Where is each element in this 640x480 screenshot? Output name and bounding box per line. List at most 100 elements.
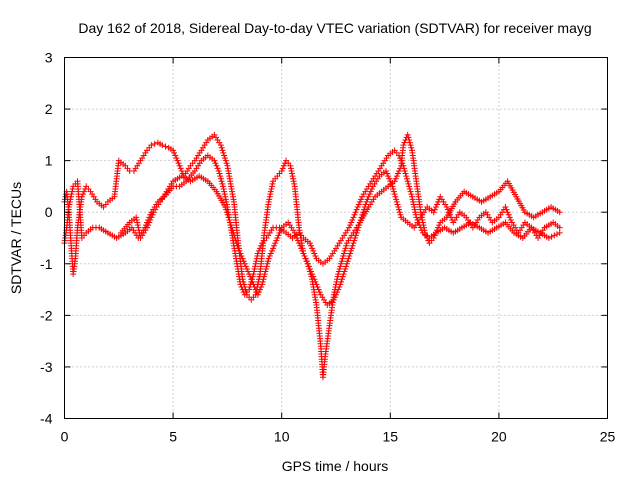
data-point (239, 255, 246, 262)
data-point (435, 198, 442, 205)
data-point (228, 224, 235, 231)
data-point (229, 227, 236, 234)
data-point (266, 196, 273, 203)
x-tick-label: 5 (169, 429, 177, 445)
data-point (271, 242, 278, 249)
data-point (503, 206, 510, 213)
data-point (331, 294, 338, 301)
data-point (217, 175, 224, 182)
data-point (337, 281, 344, 288)
data-point (348, 219, 355, 226)
data-point (345, 255, 352, 262)
data-point (400, 142, 407, 149)
data-point (338, 260, 345, 267)
data-point (556, 229, 563, 236)
data-point (406, 137, 413, 144)
data-point (388, 180, 395, 187)
data-point (334, 289, 341, 296)
data-point (343, 242, 350, 249)
data-point (349, 216, 356, 223)
data-point (223, 160, 230, 167)
y-tick-label: -4 (40, 411, 53, 427)
data-point (506, 214, 513, 221)
data-point (238, 283, 245, 290)
axis-ticks: 0 5 10 15 20 25 -4 -3 -2 -1 0 1 2 3 (40, 50, 615, 445)
data-point (232, 235, 239, 241)
data-point (151, 140, 158, 147)
data-point (175, 160, 182, 167)
data-point (301, 253, 308, 260)
data-point (254, 253, 261, 260)
data-point (340, 250, 347, 257)
data-point (353, 229, 360, 236)
data-point (227, 222, 234, 229)
data-point (407, 188, 414, 195)
data-point (291, 180, 298, 187)
data-point (133, 216, 140, 223)
data-point (545, 235, 552, 241)
data-point (268, 186, 275, 193)
data-point (361, 204, 368, 211)
data-point (401, 165, 408, 172)
data-point (178, 167, 185, 174)
data-point (223, 209, 230, 216)
data-point (368, 186, 375, 193)
data-point (287, 165, 294, 172)
data-point (389, 183, 396, 190)
data-point (255, 289, 262, 296)
data-point (220, 183, 227, 190)
data-point (266, 253, 273, 260)
data-point (395, 167, 402, 174)
data-point (356, 219, 363, 226)
data-point (431, 206, 438, 213)
data-point (218, 144, 225, 151)
data-point (288, 167, 295, 174)
data-point (405, 180, 412, 187)
data-point (256, 286, 263, 293)
data-point (407, 142, 414, 149)
data-point (337, 263, 344, 270)
data-point (395, 206, 402, 213)
data-point (243, 265, 250, 272)
data-point (276, 229, 283, 236)
data-point (358, 214, 365, 221)
data-point (410, 198, 417, 205)
data-point (68, 191, 75, 198)
data-point (259, 278, 266, 285)
data-point (400, 162, 407, 169)
data-point (255, 247, 262, 254)
data-point (146, 219, 153, 226)
data-point (430, 209, 437, 216)
data-point (135, 224, 142, 231)
data-point (556, 209, 563, 216)
data-point (336, 283, 343, 290)
data-point (339, 273, 346, 280)
data-point (436, 222, 443, 229)
data-point (352, 209, 359, 216)
data-point (289, 173, 296, 180)
data-point (338, 276, 345, 283)
data-point (418, 227, 425, 234)
data-point (278, 167, 285, 174)
data-point (411, 206, 418, 213)
data-point (335, 268, 342, 275)
x-tick-label: 10 (274, 429, 290, 445)
data-point (280, 162, 287, 169)
data-point (302, 255, 309, 262)
data-point (222, 193, 229, 200)
data-point (423, 232, 430, 239)
data-point (297, 242, 304, 249)
data-point (313, 281, 320, 288)
data-point (406, 186, 413, 193)
data-point (340, 253, 347, 260)
data-point (261, 271, 268, 278)
y-tick-label: 1 (45, 153, 53, 169)
data-point (260, 276, 267, 283)
data-point (347, 247, 354, 254)
data-point (290, 175, 297, 182)
data-point (359, 211, 366, 218)
data-point (259, 281, 266, 288)
data-point (159, 142, 166, 149)
series-markers (61, 147, 563, 298)
